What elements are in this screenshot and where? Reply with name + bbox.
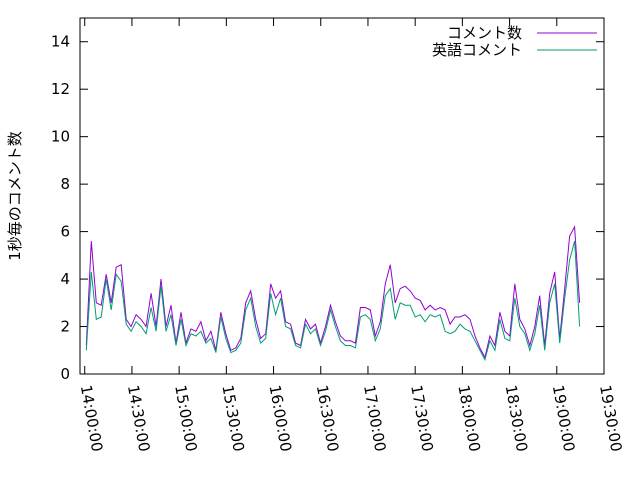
x-tick-label: 16:30:00 — [313, 384, 342, 453]
y-tick-label: 12 — [51, 80, 70, 98]
x-tick-label: 18:30:00 — [502, 384, 531, 453]
y-tick-label: 0 — [60, 365, 70, 383]
x-tick-label: 17:30:00 — [407, 384, 436, 453]
x-tick-label: 15:30:00 — [218, 384, 247, 453]
y-tick-label: 14 — [51, 33, 70, 51]
x-tick-label: 14:30:00 — [124, 384, 153, 453]
data-line — [85, 240, 581, 362]
plot-frame — [79, 17, 605, 375]
y-tick-label: 8 — [60, 175, 70, 193]
legend-label: 英語コメント — [432, 41, 522, 59]
y-axis-label: 1秒毎のコメント数 — [6, 131, 24, 261]
x-tick-label: 17:00:00 — [360, 384, 389, 453]
x-tick-label: 18:00:00 — [454, 384, 483, 453]
y-tick-label: 10 — [51, 128, 70, 146]
y-tick-label: 6 — [60, 223, 70, 241]
x-tick-label: 19:00:00 — [549, 384, 578, 453]
legend-label: コメント数 — [447, 24, 522, 42]
x-tick-label: 15:00:00 — [171, 384, 200, 453]
x-tick-label: 19:30:00 — [596, 384, 625, 453]
data-line — [85, 225, 581, 359]
y-tick-label: 4 — [60, 270, 70, 288]
y-tick-label: 2 — [60, 318, 70, 336]
x-tick-label: 16:00:00 — [266, 384, 295, 453]
x-tick-label: 14:00:00 — [77, 384, 106, 453]
